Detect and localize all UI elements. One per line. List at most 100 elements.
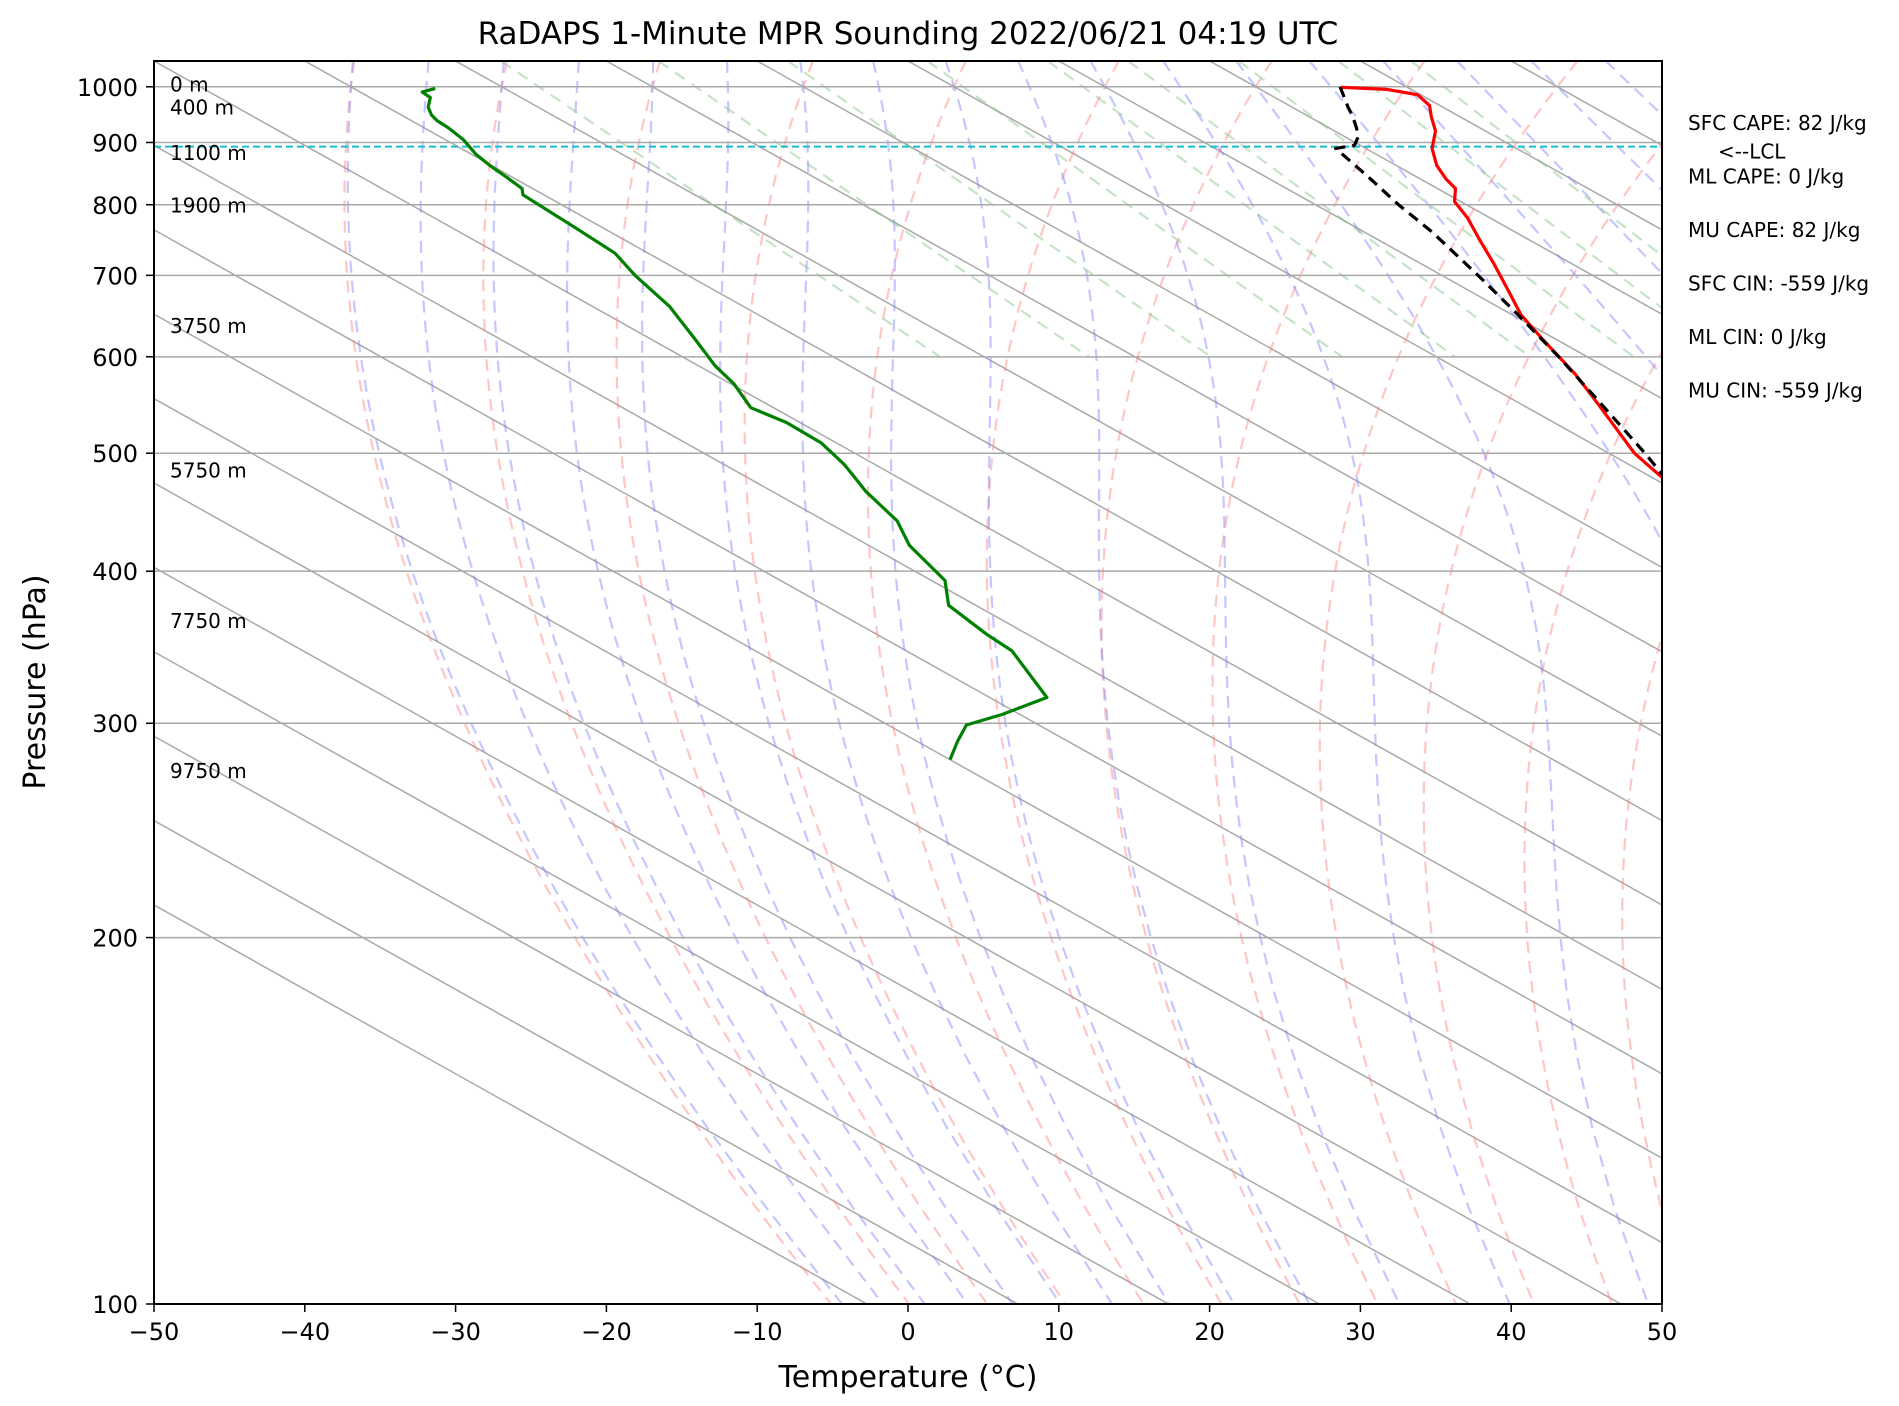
isotherm-line [1661, 61, 1662, 62]
isotherm-line [1058, 61, 1662, 400]
dry-adiabat-line [1523, 349, 1662, 1304]
y-tick-label: 1000 [77, 74, 138, 102]
dry-adiabat-line [1810, 61, 1899, 1304]
profile-series [420, 85, 1662, 761]
mixing-ratio-line [1047, 61, 1456, 358]
moist-adiabat-line [872, 61, 1171, 1304]
isotherm-line [154, 650, 1320, 1304]
dry-adiabat-line [482, 61, 910, 1304]
parameter-text: SFC CIN: -559 J/kg [1688, 272, 1869, 296]
moist-adiabat-line [565, 61, 969, 1304]
isotherm-line [455, 61, 1662, 738]
moist-adiabat-line [1235, 61, 1650, 1304]
height-label: 7750 m [170, 609, 247, 633]
moist-adiabat-line [346, 61, 843, 1304]
moist-adiabat-line [419, 61, 884, 1304]
mixing-ratio-line [1127, 61, 1532, 358]
x-tick-label: 50 [1647, 1318, 1678, 1346]
y-tick-label: 100 [92, 1291, 138, 1319]
x-tick-label: 20 [1194, 1318, 1225, 1346]
x-tick-label: 0 [900, 1318, 915, 1346]
mixing-ratio-line [787, 61, 1212, 358]
dry-adiabat-line [1621, 632, 1662, 1215]
isotherm-line [154, 144, 1662, 991]
moist-adiabat-line [944, 61, 1235, 1304]
height-label: 0 m [170, 73, 209, 97]
isotherm-line [1510, 61, 1662, 147]
parameter-text: SFC CAPE: 82 J/kg [1688, 111, 1867, 135]
isotherm-line [154, 61, 1662, 906]
y-axis-ticks: 100 200 300 400 500 600 700 800 900 1000 [77, 74, 154, 1319]
dry-adiabat-line [1422, 142, 1662, 1304]
moist-adiabat-line [1308, 61, 1662, 544]
dry-adiabat-line [1717, 61, 1899, 1304]
series-line-1 [420, 86, 1049, 761]
dry-adiabat-line [985, 61, 1223, 1304]
y-tick-label: 400 [92, 558, 138, 586]
mixing-ratio-line [500, 61, 941, 358]
height-label: 1100 m [170, 141, 247, 165]
moist-adiabat-line [1017, 61, 1311, 1304]
pressure-gridlines [154, 86, 1662, 1304]
isotherm-line [154, 819, 1019, 1304]
isotherm-line [154, 735, 1169, 1304]
dry-adiabat-line [1100, 61, 1301, 1304]
moist-adiabat-line [1456, 61, 1662, 275]
height-label: 400 m [170, 95, 234, 119]
isotherm-line [606, 61, 1662, 653]
x-tick-label: −40 [279, 1318, 330, 1346]
isotherm-line [154, 228, 1662, 1075]
chart-title: RaDAPS 1-Minute MPR Sounding 2022/06/21 … [478, 16, 1339, 52]
parameter-text: MU CIN: -559 J/kg [1688, 379, 1863, 403]
y-tick-label: 500 [92, 440, 138, 468]
x-tick-label: −30 [430, 1318, 481, 1346]
parameter-text: MU CAPE: 82 J/kg [1688, 218, 1860, 242]
x-tick-label: 30 [1345, 1318, 1376, 1346]
isotherm-line [154, 904, 868, 1304]
y-tick-label: 300 [92, 710, 138, 738]
mixing-ratio-line [1410, 61, 1662, 257]
height-label: 9750 m [170, 759, 247, 783]
x-tick-label: −20 [581, 1318, 632, 1346]
parameter-text: ML CAPE: 0 J/kg [1688, 165, 1844, 189]
dry-adiabat-line [1318, 61, 1579, 1304]
isotherm-line [907, 61, 1662, 484]
isotherm-line [756, 61, 1662, 569]
mixing-ratio-line [926, 61, 1343, 358]
isotherm-line [1813, 61, 1899, 1304]
series-line-0 [1341, 85, 1662, 480]
isotherm-line [154, 482, 1622, 1304]
plot-frame [153, 60, 1663, 1305]
lcl-line-group: <--LCL [154, 140, 1786, 164]
height-labels: 9750 m 7750 m 5750 m 3750 m 1900 m 1100 m 400 … [170, 73, 247, 783]
moist-adiabat-line [641, 61, 1014, 1304]
x-tick-label: 40 [1496, 1318, 1527, 1346]
isotherm-line [1360, 61, 1662, 231]
parameters-panel: SFC CAPE: 82 J/kg ML CAPE: 0 J/kg MU CAPE:… [1688, 111, 1869, 403]
y-tick-label: 700 [92, 262, 138, 290]
x-tick-label: −10 [732, 1318, 783, 1346]
parameter-text: ML CIN: 0 J/kg [1688, 325, 1827, 349]
moist-adiabat-line [492, 61, 926, 1304]
dry-adiabat-line [615, 61, 989, 1304]
dry-adiabat-line [743, 61, 1067, 1304]
x-axis-title: Temperature (°C) [778, 1360, 1038, 1395]
y-tick-label: 200 [92, 925, 138, 953]
y-tick-label: 800 [92, 192, 138, 220]
isotherm-line [154, 566, 1471, 1304]
moist-adiabat-line [718, 61, 1062, 1304]
mixing-ratio-line [1337, 61, 1662, 310]
height-label: 5750 m [170, 458, 247, 482]
x-tick-label: −50 [129, 1318, 180, 1346]
lcl-label: <--LCL [1718, 140, 1786, 164]
y-axis-title: Pressure (hPa) [18, 574, 53, 789]
isotherm-line [304, 61, 1662, 822]
moist-adiabat-line [1162, 61, 1511, 1304]
x-tick-label: 10 [1044, 1318, 1075, 1346]
moist-adiabat-line [799, 61, 1113, 1304]
height-label: 3750 m [170, 314, 247, 338]
isotherm-line [1209, 61, 1662, 316]
background-lines [154, 61, 1899, 1304]
